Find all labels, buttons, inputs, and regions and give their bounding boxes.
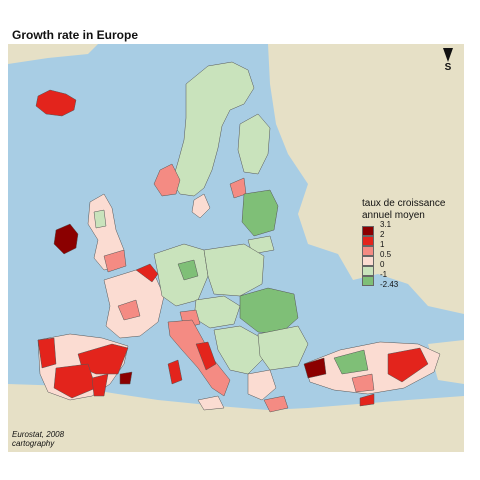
land-greenland-edge (8, 44, 98, 64)
land-middle-east (428, 340, 464, 384)
region-scandinavia[interactable] (153, 61, 271, 219)
legend-break-label: 2 (380, 230, 385, 239)
credit-line2: cartography (12, 439, 55, 448)
region-baltics[interactable] (241, 189, 279, 255)
legend-break-label: -2.43 (380, 280, 399, 289)
legend-swatch (362, 246, 374, 256)
legend-items: 3.1 2 1 0.5 0 -1 -2.43 (362, 220, 462, 289)
land-north-east (268, 44, 464, 314)
legend-break-label: 0.5 (380, 250, 392, 259)
non-eu-land (8, 44, 464, 452)
legend-row: 3.1 (362, 220, 462, 236)
map-title: Growth rate in Europe (12, 28, 139, 42)
credit-line1: Eurostat, 2008 (12, 430, 65, 439)
legend-title-line1: taux de croissance (362, 198, 446, 209)
legend-row: 1 (362, 240, 462, 256)
legend-row: 0 (362, 260, 462, 276)
legend-swatch (362, 226, 374, 236)
legend-title: taux de croissance annuel moyen (362, 198, 462, 222)
legend-row: 2 (362, 230, 462, 246)
legend: taux de croissance annuel moyen 3.1 2 1 0.5… (362, 198, 462, 289)
credit: Eurostat, 2008 cartography (12, 430, 64, 448)
legend-swatch (362, 276, 374, 286)
legend-break-label: 3.1 (380, 220, 392, 229)
legend-row: 0.5 (362, 250, 462, 266)
region-turkey[interactable] (303, 341, 441, 407)
legend-break-label: -1 (380, 270, 388, 279)
legend-swatch (362, 256, 374, 266)
europe-map[interactable] (8, 44, 464, 452)
north-indicator: S (440, 48, 456, 73)
region-western-europe[interactable] (103, 243, 299, 339)
legend-break-label: 0 (380, 260, 385, 269)
region-south-east-europe[interactable] (213, 325, 309, 413)
region-italy[interactable] (167, 319, 231, 411)
land-africa (8, 384, 464, 452)
legend-row: -1 -2.43 (362, 270, 462, 289)
north-label: S (444, 62, 452, 73)
region-iberia[interactable] (37, 333, 133, 401)
legend-break-label: 1 (380, 240, 385, 249)
legend-title-line2: annuel moyen (362, 210, 425, 221)
map-panel[interactable]: S taux de croissance annuel moyen 3.1 2 1 0… (8, 44, 464, 452)
region-iceland[interactable] (35, 89, 77, 117)
north-arrow-icon (443, 48, 453, 62)
legend-swatch (362, 266, 374, 276)
legend-swatch (362, 236, 374, 246)
region-british-isles[interactable] (53, 193, 127, 273)
